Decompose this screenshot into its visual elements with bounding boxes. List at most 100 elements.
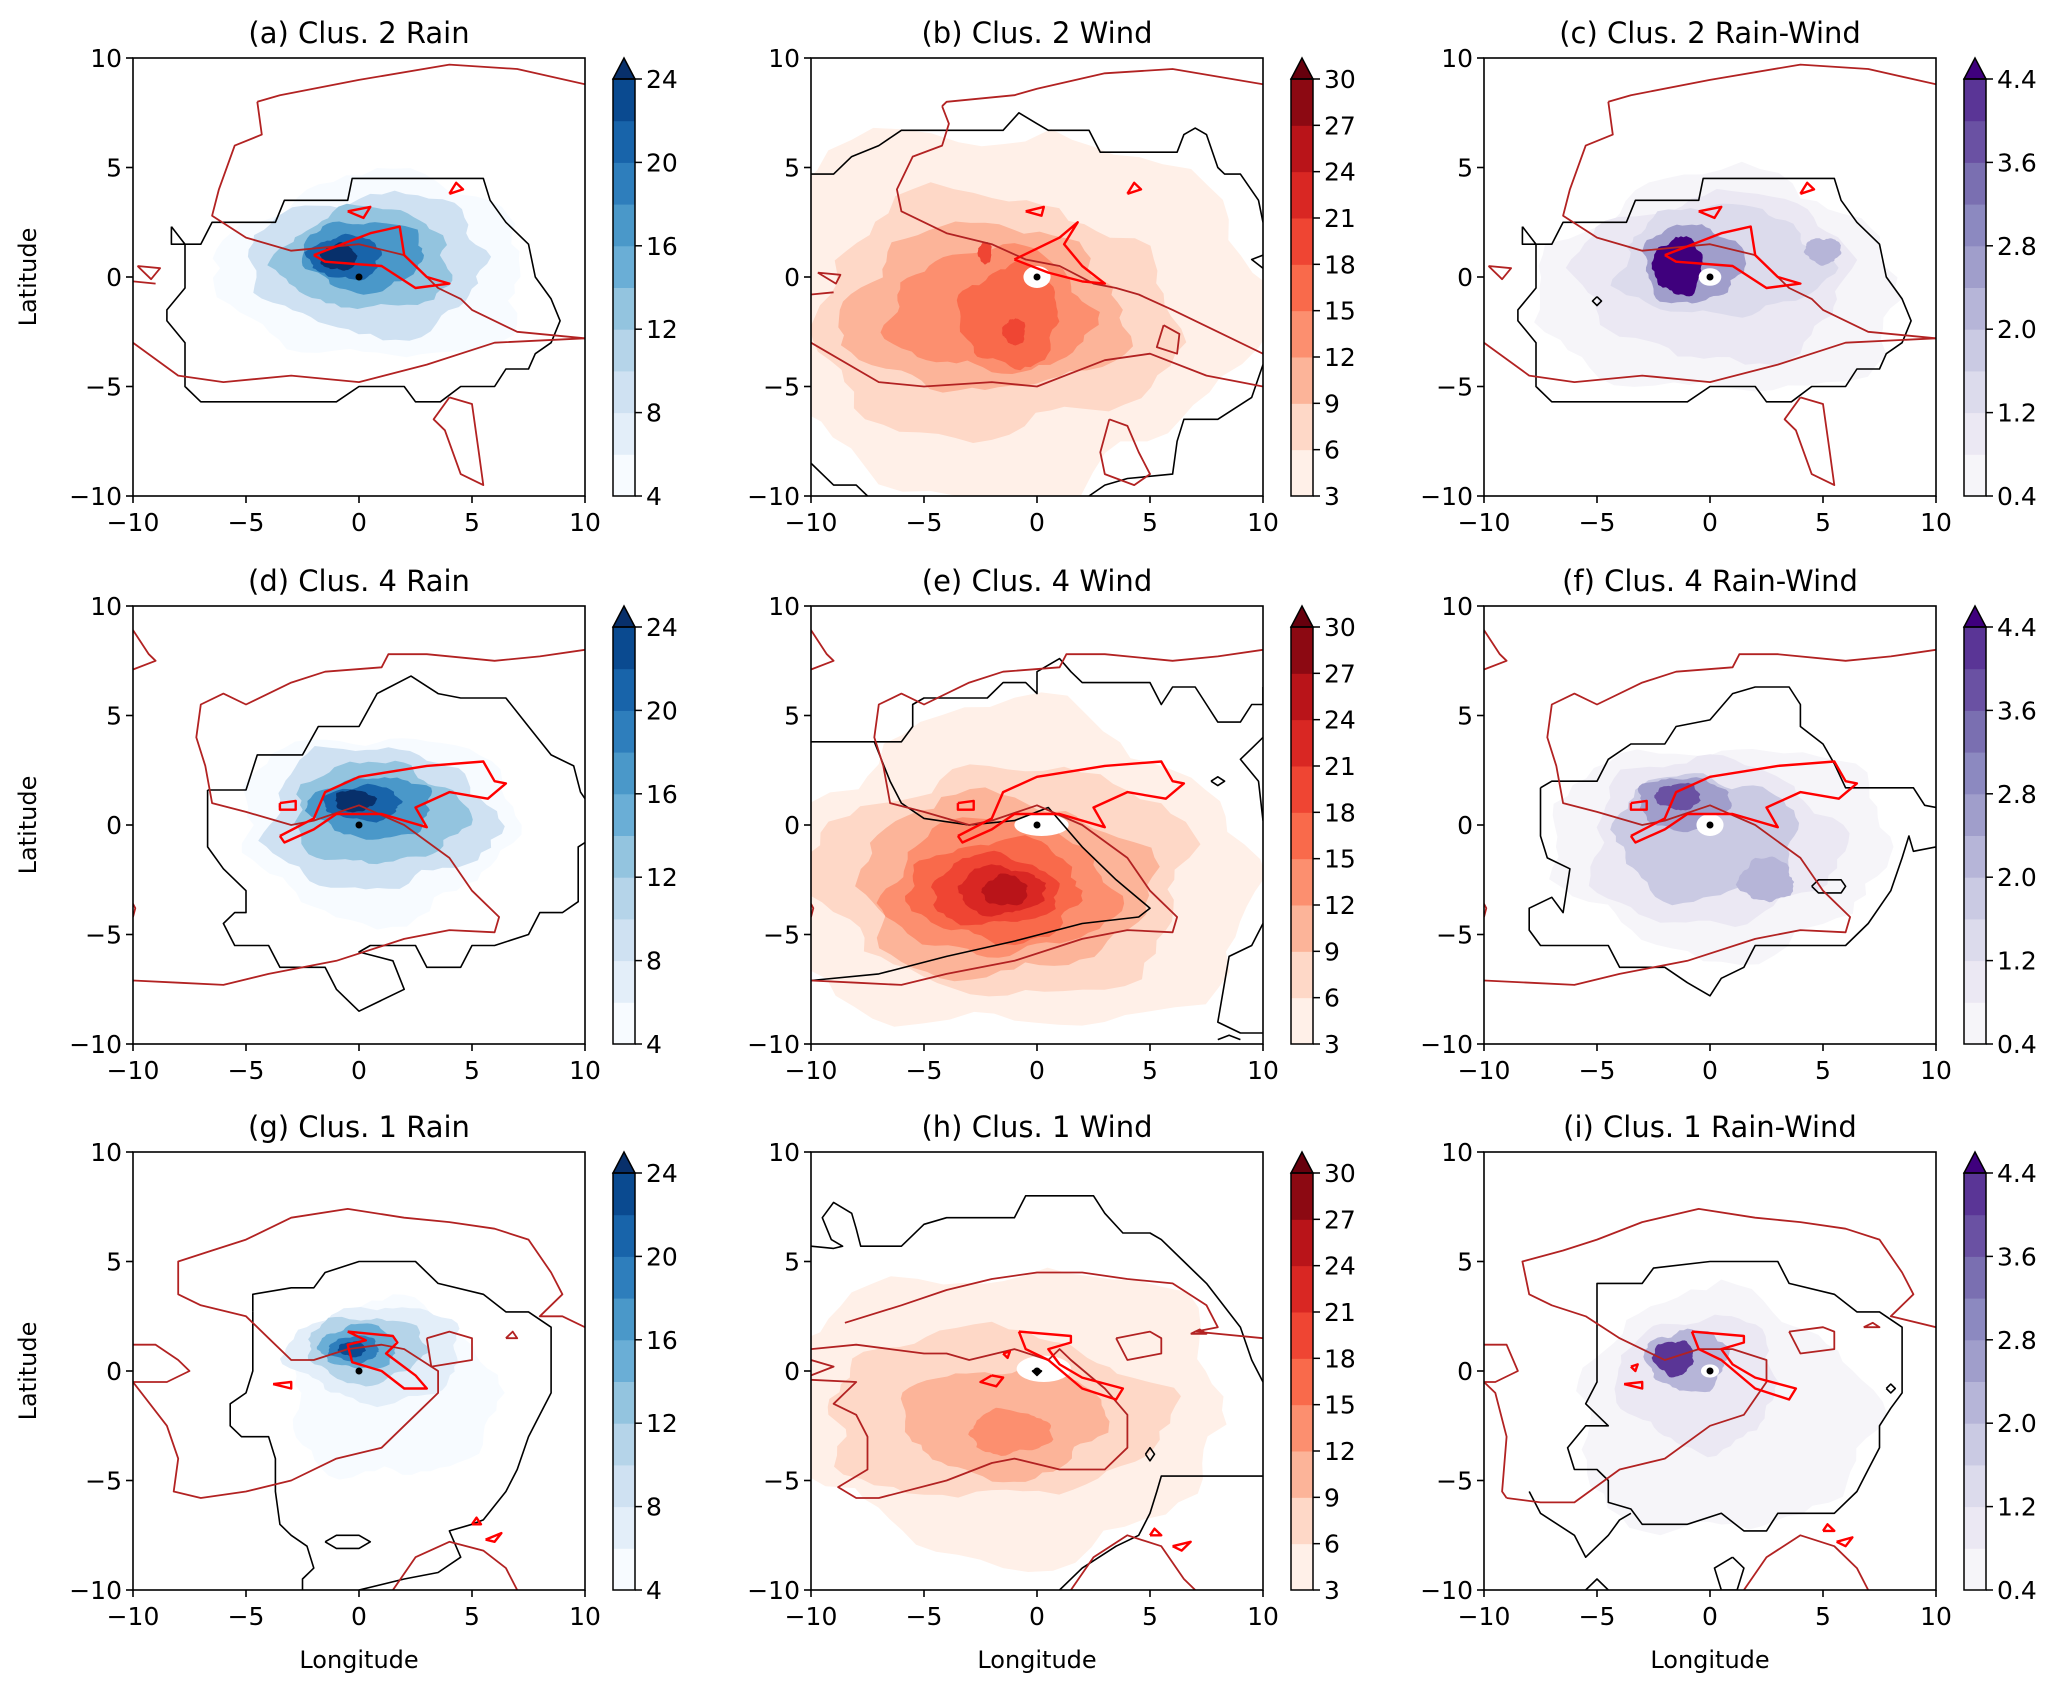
dark-red-contour-line xyxy=(1484,1343,1519,1383)
colorbar-band xyxy=(1291,1451,1313,1498)
dark-red-contour-line xyxy=(817,271,842,285)
colorbar-tick-label: 24 xyxy=(1324,1252,1356,1281)
x-tick-label: 10 xyxy=(1920,1056,1952,1085)
plot-area xyxy=(133,58,585,496)
colorbar-tick-label: 0.4 xyxy=(1997,1576,2037,1605)
y-tick-label: −10 xyxy=(69,1030,122,1059)
colorbar-tick-label: 18 xyxy=(1324,250,1356,279)
plot-area xyxy=(811,58,1263,496)
colorbar-tick-label: 16 xyxy=(646,232,678,261)
plot-area xyxy=(811,1152,1263,1590)
y-tick-label: 5 xyxy=(106,702,122,731)
colorbar-band xyxy=(1964,793,1986,836)
colorbar-band xyxy=(613,79,635,122)
colorbar-band xyxy=(1964,454,1986,497)
colorbar-band xyxy=(1291,951,1313,999)
x-tick-label: 5 xyxy=(1142,508,1158,537)
filled-contour-level xyxy=(1735,856,1795,903)
y-tick-label: 10 xyxy=(1441,44,1473,73)
colorbar-band xyxy=(1964,204,1986,247)
storm-center-marker xyxy=(1706,1367,1714,1375)
red-contour-line xyxy=(1172,1540,1192,1552)
x-tick-label: −5 xyxy=(1579,1602,1616,1631)
x-tick-label: 5 xyxy=(1142,1602,1158,1631)
colorbar-band xyxy=(1291,403,1313,451)
panel-b: −10−10 −5 −5 0 0 5 5 10 10 (b) Clus. 2 Wind 3 6 9 12 1… xyxy=(747,16,1356,537)
colorbar-tick-label: 12 xyxy=(1324,1437,1356,1466)
colorbar-band xyxy=(1964,79,1986,122)
red-contour-line xyxy=(272,1380,293,1390)
black-contour-line xyxy=(1217,1034,1241,1041)
plot-area xyxy=(811,606,1263,1044)
dark-red-contour-line xyxy=(133,629,157,671)
colorbar: 4 8 12 16 20 24 xyxy=(611,1150,678,1605)
colorbar-tick-label: 2.8 xyxy=(1997,780,2037,809)
x-axis-label: Longitude xyxy=(299,1646,418,1674)
panel-f: −10−10 −5 −5 0 0 5 5 10 10 (f) Clus. 4 Rain-Wind 0… xyxy=(1420,564,2037,1085)
colorbar-band xyxy=(1291,1173,1313,1220)
colorbar-band xyxy=(613,120,635,163)
colorbar-tick-label: 6 xyxy=(1324,1530,1340,1559)
black-contour-line xyxy=(811,741,1151,982)
dark-red-contour-line xyxy=(1788,1326,1836,1355)
x-tick-label: 0 xyxy=(351,1056,367,1085)
colorbar-tick-label: 12 xyxy=(1324,891,1356,920)
y-tick-label: −5 xyxy=(1436,1467,1473,1496)
colorbar-band xyxy=(1291,218,1313,265)
colorbar-extend-arrow xyxy=(1289,604,1315,628)
red-contour-line xyxy=(1664,225,1802,290)
colorbar-tick-label: 4.4 xyxy=(1997,65,2037,94)
red-contour-line xyxy=(485,1531,503,1544)
panel-d: −10−10 −5 −5 0 0 5 5 10 10 (d) Clus. 4 Rain Latitu… xyxy=(14,564,678,1085)
colorbar-frame xyxy=(612,1172,636,1591)
y-tick-label: 0 xyxy=(784,263,800,292)
colorbar-band xyxy=(1964,1256,1986,1299)
colorbar-tick-label: 24 xyxy=(1324,706,1356,735)
x-tick-label: 5 xyxy=(1142,1056,1158,1085)
x-tick-label: 5 xyxy=(464,508,480,537)
colorbar-band xyxy=(1964,710,1986,753)
y-tick-label: 5 xyxy=(784,154,800,183)
colorbar-tick-label: 12 xyxy=(646,1409,678,1438)
colorbar-tick-label: 12 xyxy=(646,863,678,892)
x-tick-label: −5 xyxy=(906,508,943,537)
dark-red-contour-line xyxy=(211,101,585,340)
x-tick-label: 10 xyxy=(569,508,601,537)
colorbar-band xyxy=(613,1214,635,1257)
red-contour-line xyxy=(1690,1330,1798,1401)
colorbar-band xyxy=(1291,449,1313,497)
colorbar-band xyxy=(1291,766,1313,813)
red-contour-line xyxy=(1017,1330,1125,1401)
colorbar-frame xyxy=(1290,626,1314,1045)
x-tick-label: 0 xyxy=(351,1602,367,1631)
colorbar-band xyxy=(613,1423,635,1466)
y-tick-label: −5 xyxy=(763,921,800,950)
colorbar-band xyxy=(1291,264,1313,312)
red-contour-line xyxy=(1629,799,1648,811)
x-tick-label: −5 xyxy=(228,508,265,537)
panel-title: (f) Clus. 4 Rain-Wind xyxy=(1562,564,1858,598)
dark-red-contour-line xyxy=(1487,265,1512,281)
dark-red-contour-line xyxy=(392,1540,518,1590)
black-contour-line xyxy=(1239,736,1263,821)
filled-contour-level xyxy=(977,242,992,265)
panel-a: −10−10 −5 −5 0 0 5 5 10 10 (a) Clus. 2 Rain Latitu… xyxy=(14,16,678,537)
x-tick-label: −10 xyxy=(785,1056,838,1085)
black-contour-line xyxy=(1250,254,1263,269)
black-contour-line xyxy=(1811,878,1847,894)
dark-red-contour-line xyxy=(811,291,834,296)
panel-c: −10−10 −5 −5 0 0 5 5 10 10 (c) Clus. 2 Rain-Wind 0… xyxy=(1420,16,2037,537)
colorbar-tick-label: 21 xyxy=(1324,752,1356,781)
colorbar-band xyxy=(1964,960,1986,1003)
black-contour-line xyxy=(207,675,585,800)
colorbar-band xyxy=(1964,668,1986,711)
colorbar-tick-label: 27 xyxy=(1324,659,1356,688)
storm-center-marker xyxy=(1706,821,1714,829)
black-contour-line xyxy=(229,1311,315,1590)
colorbar-tick-label: 6 xyxy=(1324,984,1340,1013)
x-tick-label: 5 xyxy=(464,1056,480,1085)
dark-red-contour-line xyxy=(133,280,156,285)
colorbar-band xyxy=(1964,1423,1986,1466)
x-tick-label: −10 xyxy=(785,1602,838,1631)
